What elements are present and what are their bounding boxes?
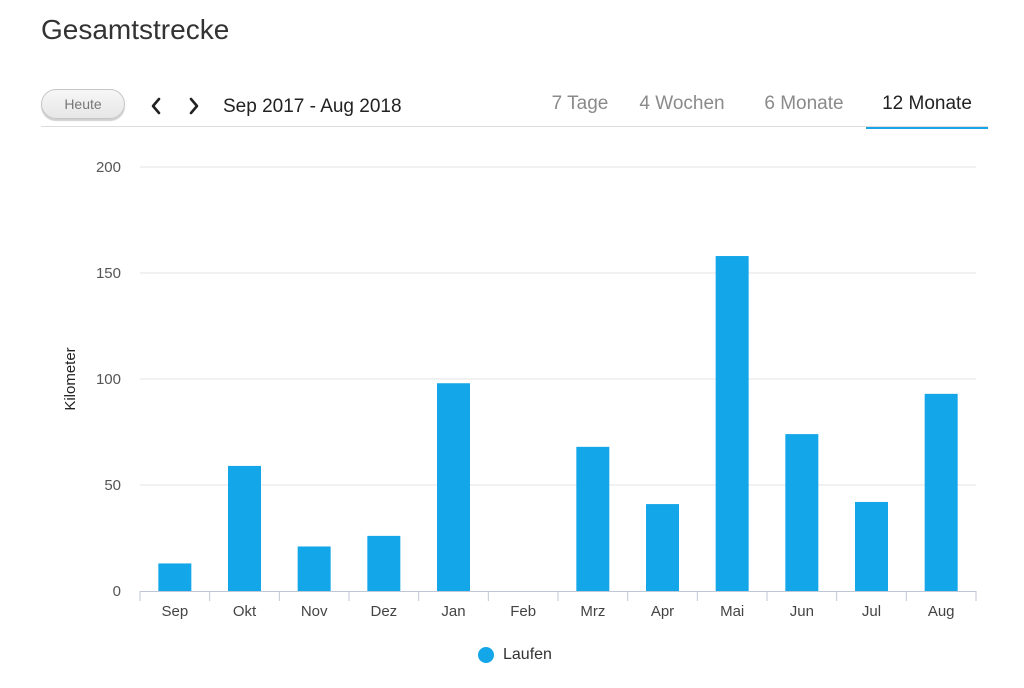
previous-period-button[interactable] xyxy=(144,92,168,120)
x-tick-label: Jan xyxy=(441,603,465,620)
bar-aug[interactable] xyxy=(924,393,958,591)
x-tick-label: Mrz xyxy=(580,603,605,620)
bar-jan[interactable] xyxy=(437,383,470,591)
legend[interactable]: Laufen xyxy=(478,644,552,666)
x-tick-label: Apr xyxy=(651,603,674,620)
bar-nov[interactable] xyxy=(297,546,331,591)
chevron-right-icon xyxy=(189,97,199,115)
y-axis-ticks: 0 50 100 150 200 xyxy=(96,159,121,600)
x-tick-label: Sep xyxy=(161,603,188,620)
tab-12-monate[interactable]: 12 Monate xyxy=(866,90,988,129)
bar-jul[interactable] xyxy=(855,501,888,591)
bar-sep[interactable] xyxy=(158,563,192,591)
x-axis: Sep Okt Nov Dez Jan Feb Mrz Apr Mai Jun Jul Aug xyxy=(139,591,977,620)
x-tick-label: Feb xyxy=(510,603,536,620)
x-tick-label: Jul xyxy=(862,603,881,620)
bar-jun[interactable] xyxy=(785,434,819,591)
y-axis-label: Kilometer xyxy=(62,347,79,410)
y-tick-label: 0 xyxy=(113,583,121,600)
bars xyxy=(158,256,958,591)
bar-dez[interactable] xyxy=(367,535,401,591)
grid-lines xyxy=(140,166,976,486)
legend-swatch xyxy=(478,647,494,663)
toolbar-divider xyxy=(41,126,988,127)
bar-mrz[interactable] xyxy=(576,446,610,591)
x-tick-label: Dez xyxy=(370,603,397,620)
y-tick-label: 100 xyxy=(96,371,121,388)
today-button[interactable]: Heute xyxy=(41,89,125,119)
x-tick-label: Aug xyxy=(928,603,955,620)
x-tick-label: Okt xyxy=(233,603,257,620)
x-tick-label: Mai xyxy=(720,603,744,620)
page-title: Gesamtstrecke xyxy=(41,14,230,45)
bar-apr[interactable] xyxy=(646,504,679,591)
y-tick-label: 150 xyxy=(96,265,121,282)
tab-4-wochen[interactable]: 4 Wochen xyxy=(639,93,725,114)
tab-7-tage[interactable]: 7 Tage xyxy=(551,93,609,114)
bar-okt[interactable] xyxy=(228,465,261,591)
chevron-left-icon xyxy=(151,97,161,115)
legend-label-laufen: Laufen xyxy=(503,646,552,663)
y-tick-label: 50 xyxy=(104,477,121,494)
next-period-button[interactable] xyxy=(182,92,206,120)
tab-6-monate[interactable]: 6 Monate xyxy=(764,93,844,114)
x-tick-label: Jun xyxy=(790,603,814,620)
bar-mai[interactable] xyxy=(715,256,749,591)
date-range-label: Sep 2017 - Aug 2018 xyxy=(223,96,402,117)
x-tick-label: Nov xyxy=(301,603,328,620)
y-tick-label: 200 xyxy=(96,159,121,176)
